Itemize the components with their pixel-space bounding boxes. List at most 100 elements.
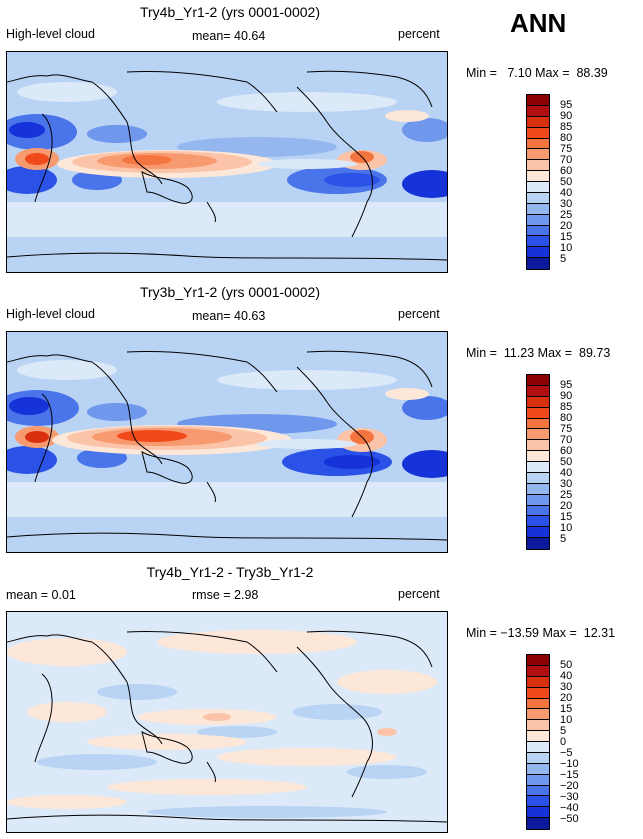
colorbar-swatch	[527, 676, 549, 688]
colorbar-tick-label: 20	[560, 499, 573, 512]
colorbar-swatch	[527, 731, 549, 742]
colorbar-tick-label: 50	[560, 658, 573, 671]
colorbar-tick-label: 30	[560, 477, 573, 490]
colorbar-tick-label: 40	[560, 186, 573, 199]
colorbar-swatch	[527, 527, 549, 539]
colorbar-tick-label: −5	[560, 746, 573, 759]
colorbar-swatch	[527, 429, 549, 441]
panel-1-map-svg	[7, 52, 447, 272]
colorbar-tick-label: 60	[560, 444, 573, 457]
colorbar-swatch	[527, 440, 549, 452]
colorbar-tick-label: 80	[560, 411, 573, 424]
panel-1-map	[6, 51, 448, 273]
panel-3-title: Try4b_Yr1-2 - Try3b_Yr1-2	[146, 564, 314, 580]
colorbar-swatch	[527, 95, 549, 106]
panel-1-minmax: Min = 7.10 Max = 88.39	[466, 66, 608, 80]
colorbar-swatch	[527, 116, 549, 128]
colorbar-swatch	[527, 462, 549, 473]
colorbar-swatch	[527, 385, 549, 397]
colorbar-tick-label: 10	[560, 241, 573, 254]
panel-3-map	[6, 611, 448, 833]
colorbar-swatch	[527, 538, 549, 549]
colorbar-tick-label: 90	[560, 389, 573, 402]
colorbar-swatch	[527, 818, 549, 829]
colorbar-swatch	[527, 105, 549, 117]
colorbar-tick-label: 5	[560, 252, 567, 265]
colorbar-swatch	[527, 505, 549, 517]
colorbar-swatch	[527, 375, 549, 386]
colorbar-tick-label: 50	[560, 455, 573, 468]
colorbar-swatch	[527, 418, 549, 430]
panel-1-variable-label: High-level cloud	[6, 27, 95, 41]
colorbar-swatch	[527, 785, 549, 797]
colorbar-swatch	[527, 698, 549, 710]
colorbar-tick-label: 30	[560, 680, 573, 693]
colorbar-tick-label: 5	[560, 532, 567, 545]
colorbar-tick-label: 80	[560, 131, 573, 144]
colorbar-swatch	[527, 160, 549, 172]
colorbar-swatch	[527, 516, 549, 528]
colorbar-swatch	[527, 138, 549, 150]
colorbar-tick-label: 90	[560, 109, 573, 122]
colorbar-tick-label: 15	[560, 230, 573, 243]
panel-2-minmax: Min = 11.23 Max = 89.73	[466, 346, 611, 360]
colorbar-swatch	[527, 687, 549, 699]
colorbar-swatch	[527, 451, 549, 462]
colorbar-swatch	[527, 742, 549, 753]
panel-3-minmax: Min = −13.59 Max = 12.31	[466, 626, 616, 640]
panel-3-rmse-label: rmse = 2.98	[192, 588, 259, 602]
colorbar-tick-label: −20	[560, 779, 579, 792]
colorbar-swatch	[527, 796, 549, 808]
colorbar-swatch	[527, 225, 549, 237]
colorbar-tick-label: −30	[560, 790, 579, 803]
colorbar-swatch	[527, 407, 549, 419]
panel-3-mean-label: mean = 0.01	[6, 588, 76, 602]
colorbar-tick-label: 70	[560, 433, 573, 446]
colorbar-tick-label: 95	[560, 98, 573, 111]
panel-2-variable-label: High-level cloud	[6, 307, 95, 321]
panel-2-title: Try3b_Yr1-2 (yrs 0001-0002)	[139, 284, 320, 300]
panel-1-title: Try4b_Yr1-2 (yrs 0001-0002)	[139, 4, 320, 20]
colorbar-tick-label: 15	[560, 510, 573, 523]
colorbar-tick-label: 15	[560, 702, 573, 715]
panel-1-mean-label: mean= 40.64	[192, 29, 266, 43]
colorbar-tick-label: 50	[560, 175, 573, 188]
colorbar-tick-label: 40	[560, 466, 573, 479]
colorbar-swatch	[527, 236, 549, 248]
colorbar-swatch	[527, 483, 549, 495]
colorbar-tick-label: 30	[560, 197, 573, 210]
colorbar-tick-label: 10	[560, 713, 573, 726]
season-label: ANN	[510, 8, 567, 38]
panel-2-map	[6, 331, 448, 553]
colorbar-swatch	[527, 494, 549, 506]
panel-2-mean-label: mean= 40.63	[192, 309, 266, 323]
colorbar-swatch	[527, 774, 549, 786]
colorbar-tick-label: −10	[560, 757, 579, 770]
colorbar-swatch	[527, 182, 549, 193]
colorbar-swatch	[527, 752, 549, 764]
colorbar-tick-label: 25	[560, 488, 573, 501]
colorbar-swatch	[527, 258, 549, 269]
panel-2-units-label: percent	[398, 307, 440, 321]
colorbar-tick-label: 85	[560, 400, 573, 413]
colorbar-tick-label: 10	[560, 521, 573, 534]
colorbar-swatch	[527, 149, 549, 161]
panel-3-units-label: percent	[398, 587, 440, 601]
colorbar-tick-label: −50	[560, 812, 579, 825]
colorbar-tick-label: 85	[560, 120, 573, 133]
colorbar-swatch	[527, 472, 549, 484]
colorbar-swatch	[527, 203, 549, 215]
panel-1-units-label: percent	[398, 27, 440, 41]
colorbar-swatch	[527, 665, 549, 677]
colorbar-tick-label: 0	[560, 735, 567, 748]
colorbar-swatch	[527, 171, 549, 182]
colorbar-tick-label: 70	[560, 153, 573, 166]
colorbar-swatch	[527, 807, 549, 819]
colorbar-tick-label: 20	[560, 691, 573, 704]
colorbar-swatch	[527, 720, 549, 732]
colorbar-swatch	[527, 396, 549, 408]
colorbar-swatch	[527, 127, 549, 139]
panel-3-map-svg	[7, 612, 447, 832]
colorbar-tick-label: −15	[560, 768, 579, 781]
colorbar-tick-label: 75	[560, 142, 573, 155]
